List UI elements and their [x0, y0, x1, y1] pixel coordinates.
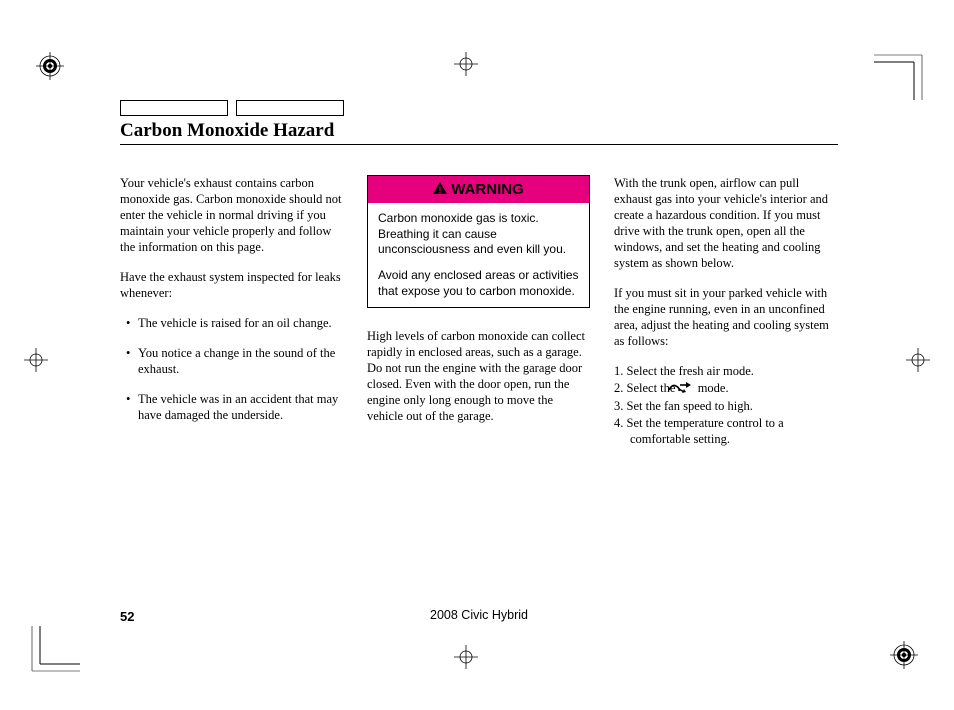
warning-text: Avoid any enclosed areas or activities t… [378, 268, 579, 299]
page-content: Carbon Monoxide Hazard Your vehicle's ex… [120, 100, 838, 448]
step-item: 2. Select the mode. [614, 380, 837, 397]
warning-header: ! WARNING [368, 176, 589, 203]
warning-body: Carbon monoxide gas is toxic. Breathing … [368, 203, 589, 307]
svg-text:!: ! [439, 185, 442, 194]
step-item: 1. Select the fresh air mode. [614, 363, 837, 379]
body-text: If you must sit in your parked vehicle w… [614, 285, 837, 349]
step-item: 4. Set the temperature control to a comf… [614, 415, 837, 447]
footer-label: 2008 Civic Hybrid [120, 608, 838, 622]
warning-label: WARNING [451, 180, 524, 199]
body-text: With the trunk open, airflow can pull ex… [614, 175, 837, 271]
body-text: Have the exhaust system inspected for le… [120, 269, 343, 301]
column-2: ! WARNING Carbon monoxide gas is toxic. … [367, 175, 590, 448]
tab-box [120, 100, 228, 116]
crop-mark-bl [20, 626, 80, 686]
step-item: 3. Set the fan speed to high. [614, 398, 837, 414]
warning-text: Carbon monoxide gas is toxic. Breathing … [378, 211, 579, 258]
registration-mark-tc [454, 52, 478, 81]
bullet-list: The vehicle is raised for an oil change.… [120, 315, 343, 423]
registration-mark-ml [24, 348, 48, 377]
registration-mark-mr [906, 348, 930, 377]
list-item: You notice a change in the sound of the … [126, 345, 343, 377]
airflow-mode-icon [683, 381, 691, 397]
content-columns: Your vehicle's exhaust contains carbon m… [120, 175, 838, 448]
page-footer: 52 2008 Civic Hybrid [120, 608, 838, 626]
list-item: The vehicle was in an accident that may … [126, 391, 343, 423]
body-text: High levels of carbon monoxide can colle… [367, 328, 590, 424]
crop-mark-tr [874, 40, 934, 100]
column-1: Your vehicle's exhaust contains carbon m… [120, 175, 343, 448]
page-title: Carbon Monoxide Hazard [120, 120, 838, 145]
step-text: mode. [698, 381, 729, 395]
column-3: With the trunk open, airflow can pull ex… [614, 175, 837, 448]
warning-triangle-icon: ! [433, 180, 447, 199]
list-item: The vehicle is raised for an oil change. [126, 315, 343, 331]
numbered-steps: 1. Select the fresh air mode. 2. Select … [614, 363, 837, 447]
registration-mark-tl [36, 52, 64, 85]
tab-box [236, 100, 344, 116]
body-text: Your vehicle's exhaust contains carbon m… [120, 175, 343, 255]
registration-mark-br [890, 641, 918, 674]
header-tab-boxes [120, 100, 838, 116]
registration-mark-bc [454, 645, 478, 674]
warning-callout: ! WARNING Carbon monoxide gas is toxic. … [367, 175, 590, 308]
